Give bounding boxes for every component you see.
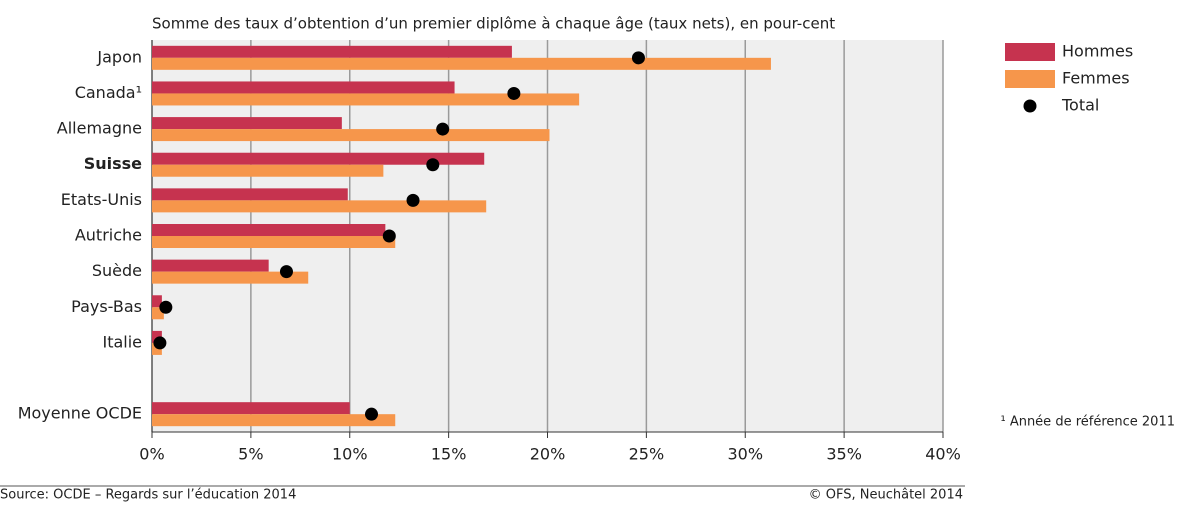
copyright: © OFS, Neuchâtel 2014 <box>809 488 963 503</box>
legend-label: Hommes <box>1062 42 1133 61</box>
total-marker <box>365 407 379 421</box>
y-tick-label: Canada¹ <box>75 83 142 102</box>
x-tick-label: 10% <box>332 445 368 464</box>
bar <box>152 81 455 94</box>
total-marker <box>406 193 420 207</box>
y-tick-label: Suède <box>92 261 142 280</box>
footnote: ¹ Année de référence 2011 <box>1000 415 1175 430</box>
x-tick-label: 0% <box>139 445 164 464</box>
total-marker <box>631 51 645 65</box>
y-tick-label: Suisse <box>84 154 142 173</box>
x-tick-label: 25% <box>629 445 665 464</box>
source: Source: OCDE – Regards sur l’éducation 2… <box>0 488 296 503</box>
legend-marker <box>1023 99 1037 113</box>
total-marker <box>279 265 293 279</box>
bar <box>152 342 162 355</box>
legend-label: Femmes <box>1062 69 1130 88</box>
chart-title: Somme des taux d’obtention d’un premier … <box>152 15 835 33</box>
bar <box>152 129 550 142</box>
x-tick-label: 35% <box>826 445 862 464</box>
total-marker <box>159 300 173 314</box>
bar <box>152 224 386 236</box>
x-tick-label: 30% <box>727 445 763 464</box>
x-tick-label: 5% <box>238 445 263 464</box>
bar <box>152 402 350 415</box>
x-tick-label: 15% <box>431 445 467 464</box>
y-tick-label: Pays-Bas <box>71 297 142 316</box>
total-marker <box>426 158 440 172</box>
legend-label: Total <box>1061 96 1099 115</box>
y-tick-label: Italie <box>102 332 142 351</box>
legend-swatch <box>1005 43 1055 61</box>
total-marker <box>507 86 521 100</box>
bar <box>152 295 162 308</box>
bar <box>152 414 396 427</box>
bar <box>152 236 396 248</box>
total-marker <box>153 336 167 350</box>
bar <box>152 259 269 272</box>
bar <box>152 45 512 58</box>
bar <box>152 117 342 130</box>
bar <box>152 307 164 320</box>
bar <box>152 57 771 70</box>
bar <box>152 164 384 177</box>
y-tick-label: Allemagne <box>57 119 142 138</box>
x-tick-label: 40% <box>925 445 961 464</box>
y-tick-label: Autriche <box>75 226 142 245</box>
bar <box>152 200 487 213</box>
x-tick-label: 20% <box>530 445 566 464</box>
bar <box>152 93 580 106</box>
y-tick-label: Etats-Unis <box>61 190 142 209</box>
bar <box>152 271 309 284</box>
y-tick-label: Japon <box>96 47 142 66</box>
bar <box>152 330 162 343</box>
bar <box>152 152 485 165</box>
bar <box>152 188 348 201</box>
legend-swatch <box>1005 70 1055 88</box>
total-marker <box>382 229 396 243</box>
y-tick-label: Moyenne OCDE <box>18 404 142 423</box>
total-marker <box>436 122 450 136</box>
